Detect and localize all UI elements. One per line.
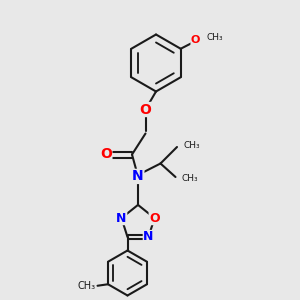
Text: CH₃: CH₃ xyxy=(183,141,200,150)
Text: N: N xyxy=(132,169,144,183)
Text: O: O xyxy=(140,103,152,116)
Text: CH₃: CH₃ xyxy=(182,174,198,183)
Text: O: O xyxy=(149,212,160,225)
Text: O: O xyxy=(100,148,112,161)
Text: N: N xyxy=(143,230,154,244)
Text: O: O xyxy=(191,35,200,45)
Text: CH₃: CH₃ xyxy=(78,281,96,291)
Text: CH₃: CH₃ xyxy=(207,34,224,43)
Text: N: N xyxy=(116,212,127,225)
